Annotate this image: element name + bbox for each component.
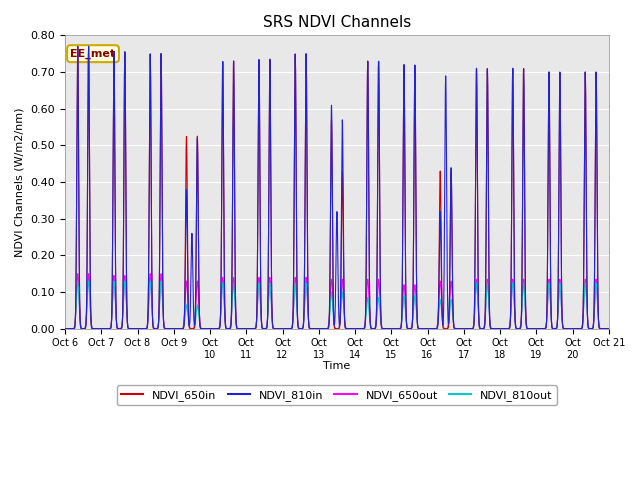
Title: SRS NDVI Channels: SRS NDVI Channels: [263, 15, 411, 30]
Text: EE_met: EE_met: [70, 48, 116, 59]
Y-axis label: NDVI Channels (W/m2/nm): NDVI Channels (W/m2/nm): [15, 107, 25, 257]
Legend: NDVI_650in, NDVI_810in, NDVI_650out, NDVI_810out: NDVI_650in, NDVI_810in, NDVI_650out, NDV…: [116, 385, 557, 405]
X-axis label: Time: Time: [323, 361, 351, 372]
